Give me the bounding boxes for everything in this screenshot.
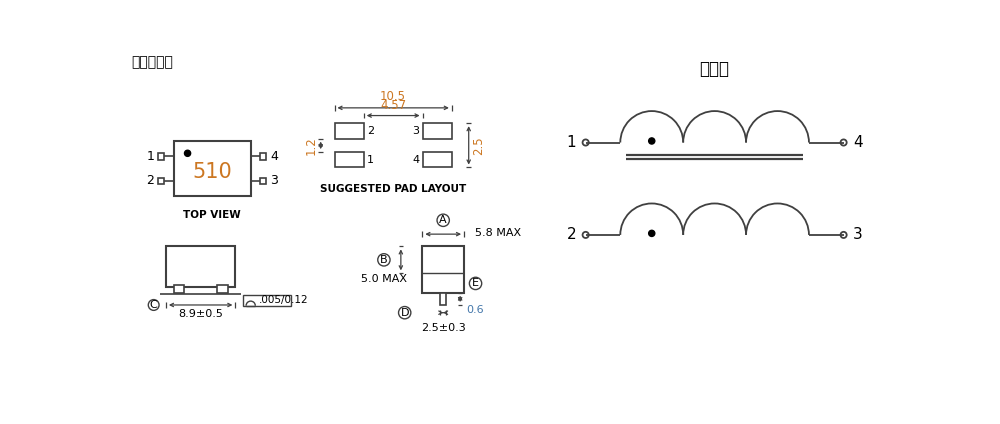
Text: 4: 4 [412,155,419,165]
Text: 510: 510 [192,162,232,182]
Text: TOP VIEW: TOP VIEW [183,210,241,220]
Text: 0.6: 0.6 [467,305,484,315]
Text: .005/0.12: .005/0.12 [258,296,308,305]
Text: D: D [400,308,409,318]
FancyBboxPatch shape [158,153,164,159]
Text: 1: 1 [147,150,154,163]
FancyBboxPatch shape [260,153,266,159]
Text: 4.57: 4.57 [380,100,406,112]
Text: 5.0 MAX: 5.0 MAX [361,274,407,284]
Text: 10.5: 10.5 [380,90,406,103]
FancyBboxPatch shape [422,246,464,293]
Text: 2.5: 2.5 [473,136,486,155]
Text: 1: 1 [367,155,374,165]
Text: 3: 3 [270,174,278,187]
Text: A: A [439,215,447,225]
Text: 4: 4 [270,150,278,163]
Text: 2.5±0.3: 2.5±0.3 [421,324,466,333]
Text: 相位图: 相位图 [699,60,729,78]
FancyBboxPatch shape [440,293,446,305]
FancyBboxPatch shape [260,178,266,184]
Text: 2: 2 [567,227,576,243]
Text: 2: 2 [147,174,154,187]
FancyBboxPatch shape [166,246,235,287]
FancyBboxPatch shape [423,123,452,139]
FancyBboxPatch shape [243,295,291,306]
Text: B: B [380,255,388,265]
Text: 1: 1 [567,135,576,150]
FancyBboxPatch shape [174,285,184,293]
Text: E: E [472,279,479,288]
Text: 1.2: 1.2 [305,136,318,155]
Circle shape [649,138,655,144]
FancyBboxPatch shape [335,152,364,167]
FancyBboxPatch shape [423,152,452,167]
Circle shape [184,150,191,156]
FancyBboxPatch shape [217,285,228,293]
FancyBboxPatch shape [158,178,164,184]
FancyBboxPatch shape [335,123,364,139]
Text: SUGGESTED PAD LAYOUT: SUGGESTED PAD LAYOUT [320,184,466,194]
Text: 4: 4 [853,135,862,150]
Text: 8.9±0.5: 8.9±0.5 [178,309,223,319]
FancyBboxPatch shape [174,141,251,196]
Text: 5.8 MAX: 5.8 MAX [475,228,521,237]
Text: 尺寸图纸：: 尺寸图纸： [131,56,173,70]
Text: 3: 3 [412,126,419,136]
Text: 3: 3 [853,227,863,243]
Text: 2: 2 [367,126,374,136]
Text: C: C [150,300,158,310]
Circle shape [649,230,655,237]
